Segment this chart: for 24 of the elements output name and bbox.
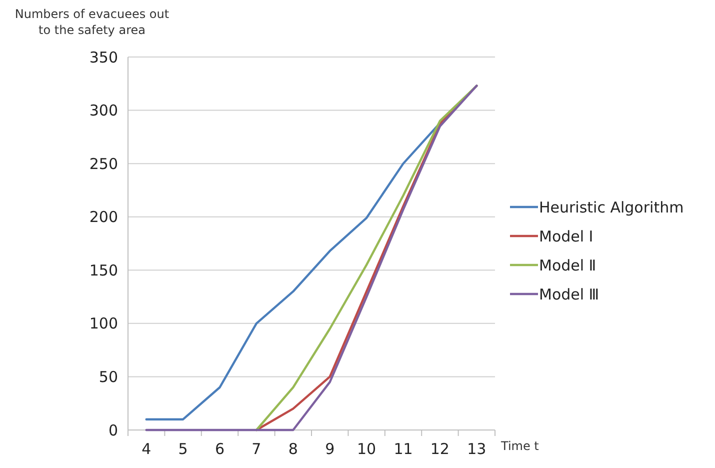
x-axis-title: Time t: [500, 439, 540, 453]
x-tick-label: 4: [142, 440, 152, 458]
y-tick-label: 150: [89, 261, 118, 280]
legend-label: Model Ⅲ: [539, 285, 600, 304]
y-tick-label: 100: [89, 314, 118, 333]
x-tick-label: 6: [214, 440, 225, 458]
x-tick-label: 12: [430, 440, 450, 458]
x-tick-label: 5: [178, 440, 188, 458]
legend-label: Heuristic Algorithm: [539, 198, 684, 216]
x-tick-label: 7: [252, 440, 262, 458]
y-tick-label: 350: [89, 48, 118, 66]
legend-label: Model Ⅱ: [539, 256, 596, 274]
y-tick-label: 0: [108, 421, 118, 440]
y-tick-label: 250: [89, 154, 118, 173]
legend-label: Model Ⅰ: [539, 227, 594, 246]
x-tick-label: 9: [325, 440, 335, 458]
x-tick-label: 10: [357, 440, 376, 458]
x-tick-label: 13: [467, 440, 486, 458]
x-tick-label: 11: [394, 440, 413, 458]
y-tick-label: 200: [89, 208, 118, 226]
y-tick-label: 50: [98, 368, 118, 386]
x-tick-label: 8: [288, 440, 298, 458]
y-axis-title: Numbers of evacuees out to the safety area: [14, 7, 170, 37]
y-tick-label: 300: [89, 102, 118, 120]
